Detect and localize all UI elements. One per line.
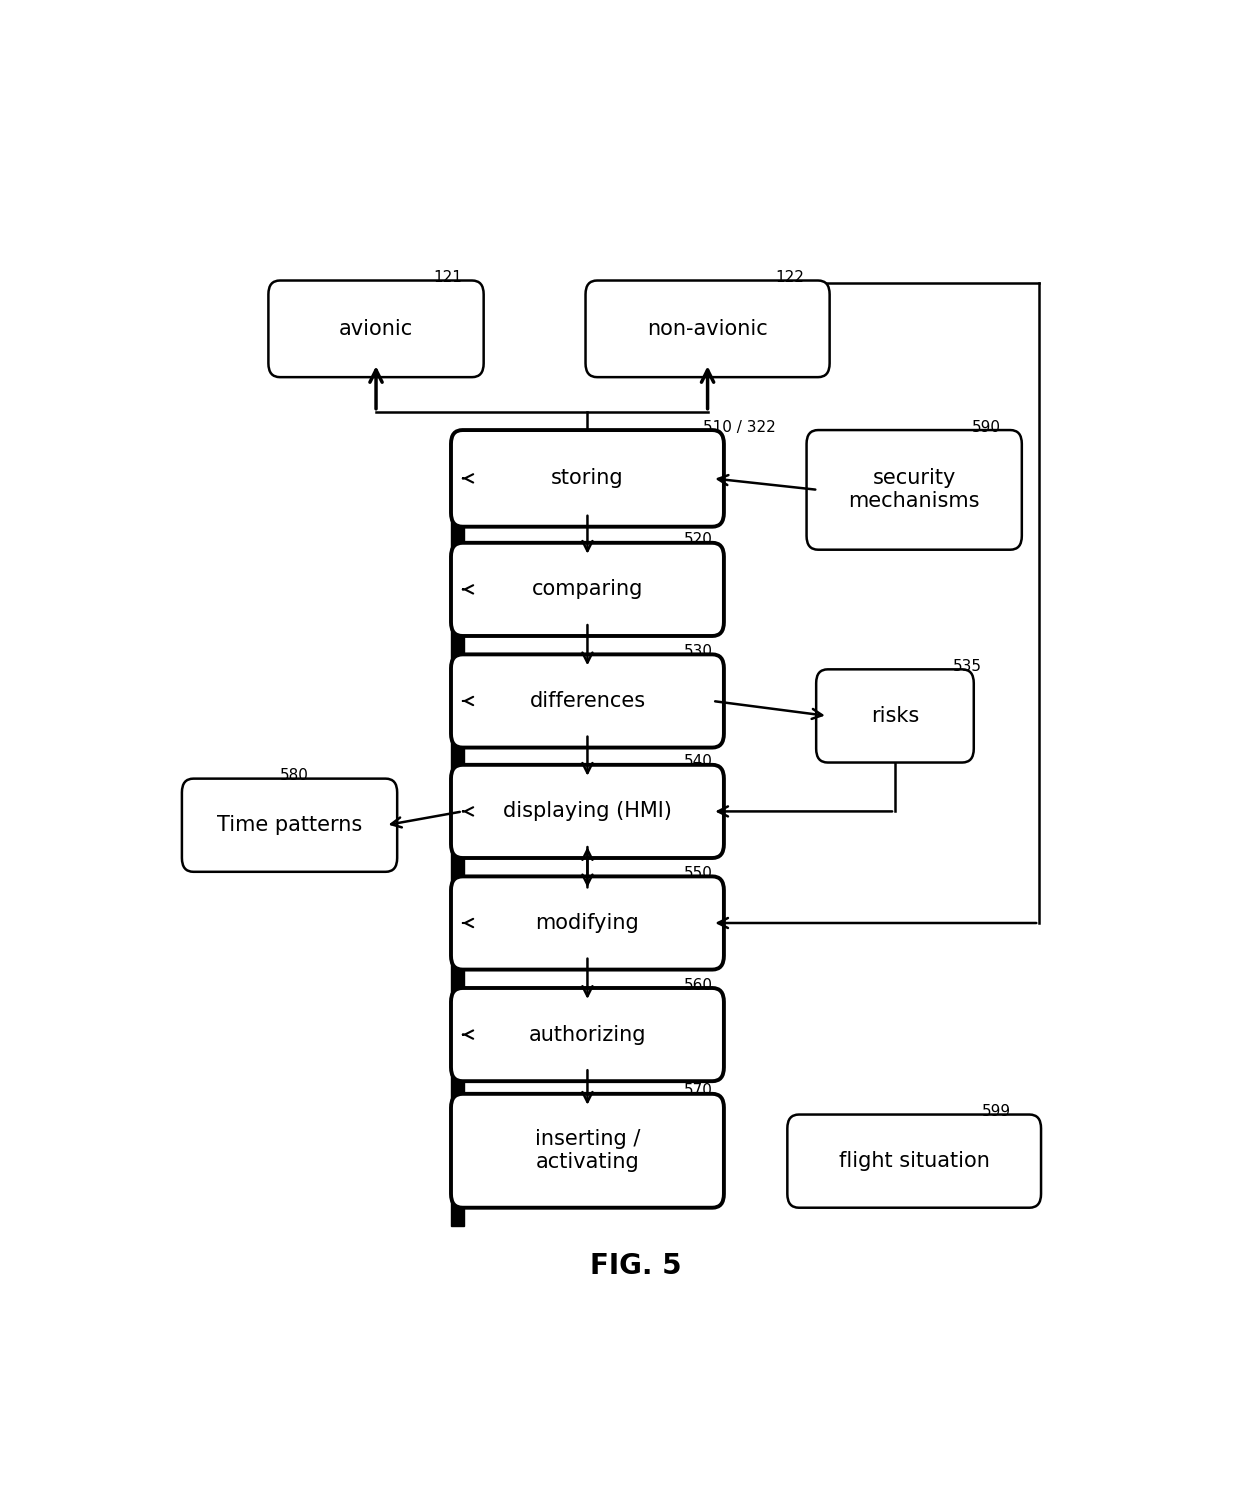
Text: 530: 530 — [683, 644, 713, 659]
Text: 535: 535 — [952, 659, 982, 674]
FancyBboxPatch shape — [268, 281, 484, 376]
FancyBboxPatch shape — [585, 281, 830, 376]
Text: 599: 599 — [982, 1104, 1011, 1119]
FancyBboxPatch shape — [451, 1094, 724, 1207]
Text: 540: 540 — [683, 754, 713, 769]
FancyBboxPatch shape — [451, 765, 724, 858]
Text: 510 / 322: 510 / 322 — [703, 420, 775, 435]
FancyBboxPatch shape — [182, 778, 397, 872]
FancyBboxPatch shape — [787, 1115, 1042, 1207]
Text: authorizing: authorizing — [528, 1025, 646, 1044]
Text: 570: 570 — [683, 1083, 713, 1098]
Text: FIG. 5: FIG. 5 — [590, 1252, 681, 1280]
Text: non-avionic: non-avionic — [647, 318, 768, 339]
FancyBboxPatch shape — [451, 542, 724, 636]
Text: 550: 550 — [683, 867, 713, 881]
Text: security
mechanisms: security mechanisms — [848, 468, 980, 511]
Text: avionic: avionic — [339, 318, 413, 339]
FancyBboxPatch shape — [451, 654, 724, 747]
Text: comparing: comparing — [532, 580, 644, 599]
Text: modifying: modifying — [536, 913, 640, 932]
Text: displaying (HMI): displaying (HMI) — [503, 801, 672, 822]
Text: 520: 520 — [683, 532, 713, 547]
Bar — [451, 438, 464, 1227]
FancyBboxPatch shape — [451, 988, 724, 1082]
Text: flight situation: flight situation — [838, 1152, 990, 1171]
Text: 121: 121 — [434, 270, 463, 285]
Text: 122: 122 — [775, 270, 804, 285]
FancyBboxPatch shape — [816, 669, 973, 762]
Text: storing: storing — [551, 469, 624, 489]
FancyBboxPatch shape — [806, 430, 1022, 550]
Text: 560: 560 — [683, 977, 713, 992]
Text: 590: 590 — [972, 420, 1001, 435]
Text: risks: risks — [870, 707, 919, 726]
Text: inserting /
activating: inserting / activating — [534, 1129, 640, 1173]
Text: differences: differences — [529, 692, 646, 711]
FancyBboxPatch shape — [451, 430, 724, 527]
FancyBboxPatch shape — [451, 877, 724, 970]
Text: 580: 580 — [280, 768, 309, 783]
Text: Time patterns: Time patterns — [217, 816, 362, 835]
